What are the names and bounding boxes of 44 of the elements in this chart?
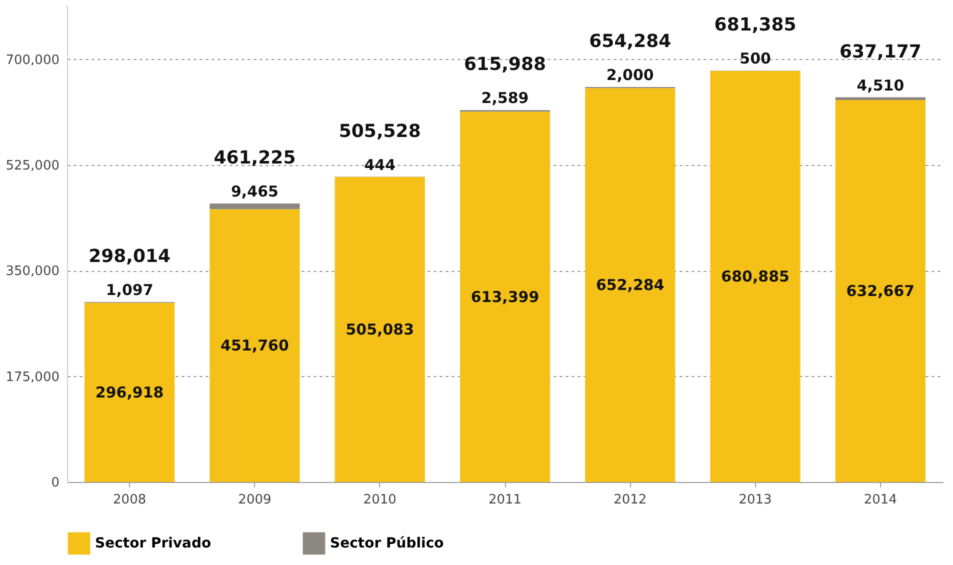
- data-label: 1,097: [106, 281, 154, 300]
- data-label: 505,083: [346, 320, 414, 339]
- bar: [585, 88, 676, 482]
- y-tick-label: 350,000: [6, 264, 60, 280]
- y-tick-label: 0: [51, 476, 60, 490]
- total-label: 654,284: [589, 30, 672, 52]
- bar: [835, 97, 926, 100]
- total-label: 615,988: [464, 54, 546, 76]
- bar: [334, 177, 425, 482]
- x-tick-label: 2009: [238, 492, 272, 508]
- x-tick-label: 2010: [363, 492, 396, 508]
- bar: [460, 112, 550, 482]
- total-label: 298,014: [88, 246, 171, 268]
- x-tick-label: 2011: [488, 492, 522, 508]
- data-label: 632,667: [846, 282, 915, 300]
- x-tick-label: 2014: [864, 492, 897, 508]
- legend-label: Sector Público: [330, 535, 444, 552]
- bar: [210, 209, 300, 482]
- data-label: 652,284: [596, 276, 664, 294]
- y-tick-label: 700,000: [6, 52, 60, 68]
- bar: [710, 70, 800, 482]
- data-label: 4,510: [856, 76, 904, 94]
- y-tick-label: 175,000: [6, 370, 60, 385]
- data-label: 9,465: [230, 182, 278, 201]
- total-label: 681,385: [714, 14, 796, 36]
- data-label: 680,885: [721, 267, 790, 286]
- data-label: 2,589: [481, 89, 529, 108]
- data-label: 444: [364, 156, 396, 174]
- total-label: 461,225: [214, 148, 296, 169]
- data-label: 296,918: [95, 383, 164, 402]
- data-label: 451,760: [220, 336, 289, 355]
- bar: [835, 100, 926, 482]
- x-tick-label: 2012: [614, 492, 647, 508]
- bar: [84, 302, 175, 482]
- x-tick-label: 2008: [113, 492, 146, 508]
- bar: [210, 204, 300, 210]
- data-label: 2,000: [606, 66, 654, 84]
- x-tick-label: 2013: [738, 492, 772, 508]
- legend-label: Sector Privado: [95, 535, 212, 552]
- y-tick-label: 525,000: [6, 158, 60, 174]
- total-label: 637,177: [839, 41, 922, 62]
- data-label: 500: [740, 50, 771, 68]
- data-label: 613,399: [470, 288, 540, 306]
- total-label: 505,528: [338, 120, 421, 142]
